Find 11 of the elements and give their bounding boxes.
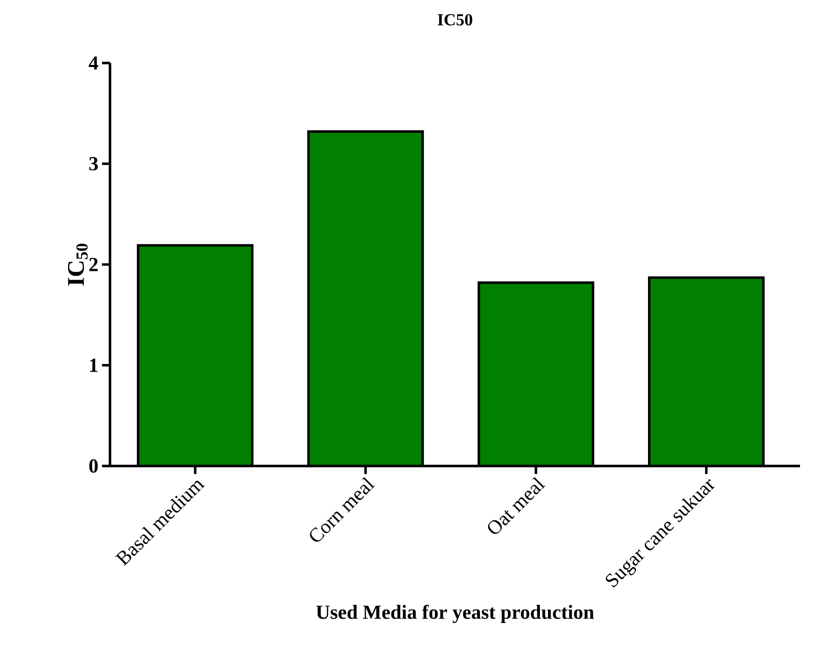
- bar: [308, 132, 423, 466]
- y-tick-label: 4: [88, 56, 98, 70]
- x-axis-title: Used Media for yeast production: [316, 604, 594, 624]
- y-axis-title: IC$_{50}$: [68, 244, 88, 286]
- chart-title: IC50: [438, 14, 472, 26]
- y-tick-label: 3: [89, 157, 98, 170]
- y-tick-label: 2: [89, 258, 98, 272]
- bar: [138, 245, 252, 466]
- y-tick-label: 1: [90, 358, 98, 372]
- bar: [478, 282, 594, 466]
- y-tick-label: 0: [89, 459, 98, 473]
